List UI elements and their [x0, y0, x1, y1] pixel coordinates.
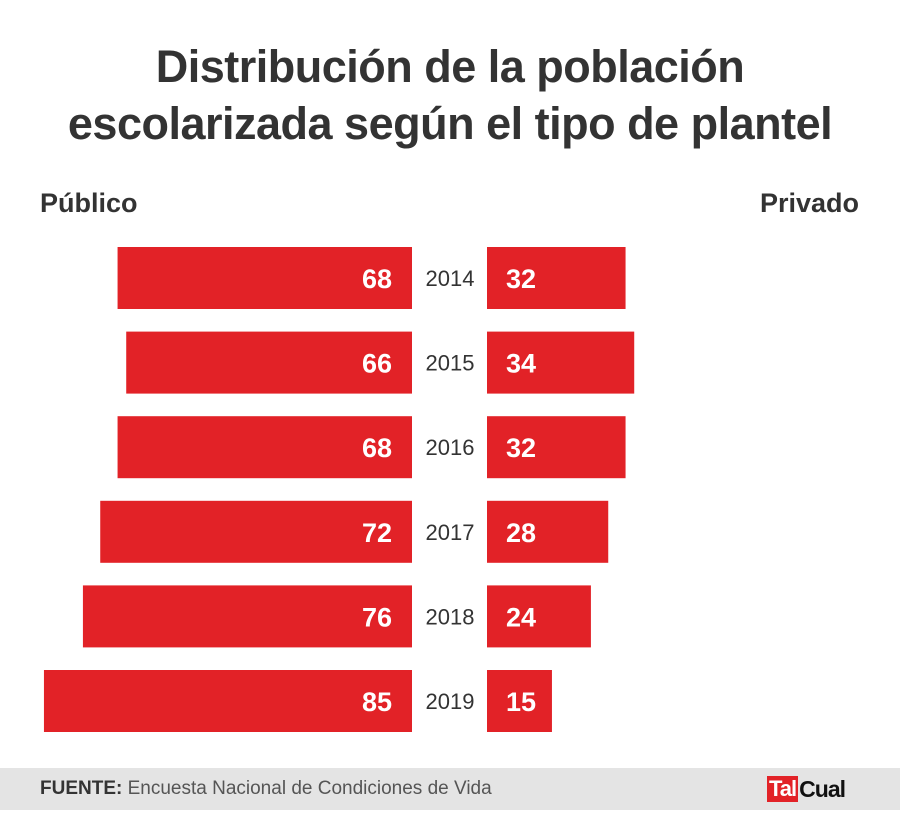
bar-privado-2015	[487, 331, 635, 394]
source-note: FUENTE: Encuesta Nacional de Condiciones…	[40, 778, 492, 800]
label-privado: Privado	[759, 188, 859, 218]
bar-publico-2018	[82, 585, 413, 648]
year-label-2019: 2019	[426, 689, 475, 714]
bar-privado-2016	[487, 416, 626, 479]
year-label-2015: 2015	[426, 351, 475, 376]
value-label-publico-2019: 85	[362, 687, 392, 717]
value-label-privado-2014: 32	[506, 264, 536, 294]
bar-publico-2017	[100, 500, 413, 563]
talcual-logo: Tal Cual	[767, 776, 846, 802]
year-label-2017: 2017	[426, 520, 475, 545]
year-label-2018: 2018	[426, 604, 475, 629]
source-text: Encuesta Nacional de Condiciones de Vida	[127, 778, 492, 799]
logo-cual: Cual	[799, 776, 846, 802]
chart-title-line-2: escolarizada según el tipo de plantel	[67, 98, 833, 149]
bar-row-2019: 85 2019 15	[43, 670, 552, 732]
bar-privado-2019	[487, 670, 552, 732]
year-label-2014: 2014	[426, 266, 475, 291]
value-label-publico-2016: 68	[362, 433, 392, 463]
chart-title: Distribución de la población escolarizad…	[0, 38, 900, 152]
source-label: FUENTE:	[40, 778, 123, 799]
value-label-publico-2014: 68	[362, 264, 392, 294]
bar-row-2018: 76 2018 24	[82, 585, 591, 648]
bar-row-2017: 72 2017 28	[100, 500, 609, 563]
value-label-publico-2015: 66	[362, 349, 392, 379]
bar-privado-2018	[487, 585, 591, 648]
butterfly-bar-chart: 68 2014 32 66 2015 34 68 2016 32 72 2017 28 76 2018 24…	[43, 247, 635, 732]
value-label-privado-2016: 32	[506, 433, 536, 463]
label-publico: Público	[40, 188, 138, 218]
logo-tal: Tal	[767, 776, 799, 802]
bar-privado-2014	[487, 247, 626, 309]
bar-privado-2017	[487, 500, 609, 563]
bar-publico-2019	[43, 670, 412, 732]
value-label-privado-2017: 28	[506, 518, 536, 548]
bar-publico-2016	[117, 416, 412, 479]
year-label-2016: 2016	[426, 435, 475, 460]
value-label-publico-2017: 72	[362, 518, 392, 548]
footer: FUENTE: Encuesta Nacional de Condiciones…	[0, 768, 900, 810]
bar-row-2014: 68 2014 32	[117, 247, 626, 309]
bar-row-2016: 68 2016 32	[117, 416, 626, 479]
chart-title-line-1: Distribución de la población	[155, 41, 745, 92]
bar-row-2015: 66 2015 34	[126, 331, 635, 394]
value-label-privado-2019: 15	[506, 687, 536, 717]
value-label-privado-2018: 24	[506, 602, 536, 632]
value-label-privado-2015: 34	[506, 349, 536, 379]
bar-publico-2014	[117, 247, 412, 309]
value-label-publico-2018: 76	[362, 602, 392, 632]
bar-publico-2015	[126, 331, 412, 394]
